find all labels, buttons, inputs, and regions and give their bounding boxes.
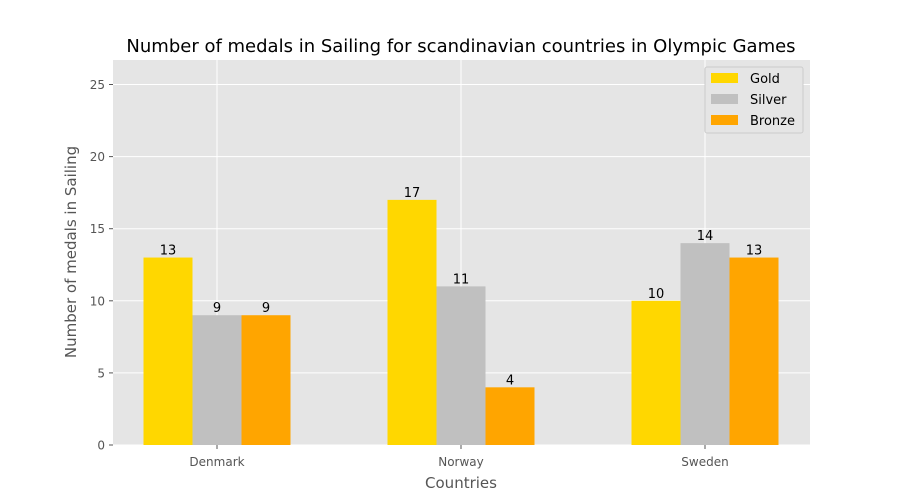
y-axis: 0 5 10 15 20 25 [90,78,113,453]
x-tick-label: Sweden [681,455,728,469]
bar-bronze-denmark [241,315,291,445]
bar-value-label: 4 [506,373,514,388]
bar-value-label: 9 [262,301,270,316]
x-tick-label: Norway [438,455,484,469]
y-tick-label: 20 [90,150,105,164]
legend-label-gold: Gold [750,72,780,87]
x-tick-label: Denmark [189,455,244,469]
bar-bronze-norway [485,387,535,445]
y-axis-label: Number of medals in Sailing [62,146,80,358]
legend-swatch-gold [711,73,738,83]
x-axis: Denmark Norway Sweden [189,445,729,469]
bar-value-label: 17 [404,186,421,201]
bar-silver-sweden [680,243,730,445]
bar-value-label: 10 [648,287,665,302]
y-tick-label: 25 [90,78,105,92]
y-tick-label: 5 [97,366,105,380]
x-axis-label: Countries [425,474,497,492]
bar-silver-norway [436,286,486,445]
bar-value-label: 14 [697,229,714,244]
legend-label-silver: Silver [750,93,787,108]
bar-value-label: 9 [213,301,221,316]
bar-silver-denmark [192,315,242,445]
legend-swatch-bronze [711,115,738,125]
bars [143,199,779,445]
chart-title: Number of medals in Sailing for scandina… [126,36,795,57]
bar-value-label: 13 [160,244,177,259]
bar-value-label: 11 [453,272,470,287]
bar-gold-sweden [631,300,681,445]
legend: Gold Silver Bronze [704,66,804,134]
y-tick-label: 10 [90,294,105,308]
legend-swatch-silver [711,94,738,104]
data-labels: 13 17 10 9 11 14 9 4 13 [160,186,763,388]
legend-label-bronze: Bronze [750,114,795,129]
bar-gold-norway [387,199,437,445]
bar-gold-denmark [143,257,193,445]
bar-bronze-sweden [729,257,779,445]
y-tick-label: 15 [90,222,105,236]
y-tick-label: 0 [97,439,105,453]
bar-value-label: 13 [746,244,763,259]
